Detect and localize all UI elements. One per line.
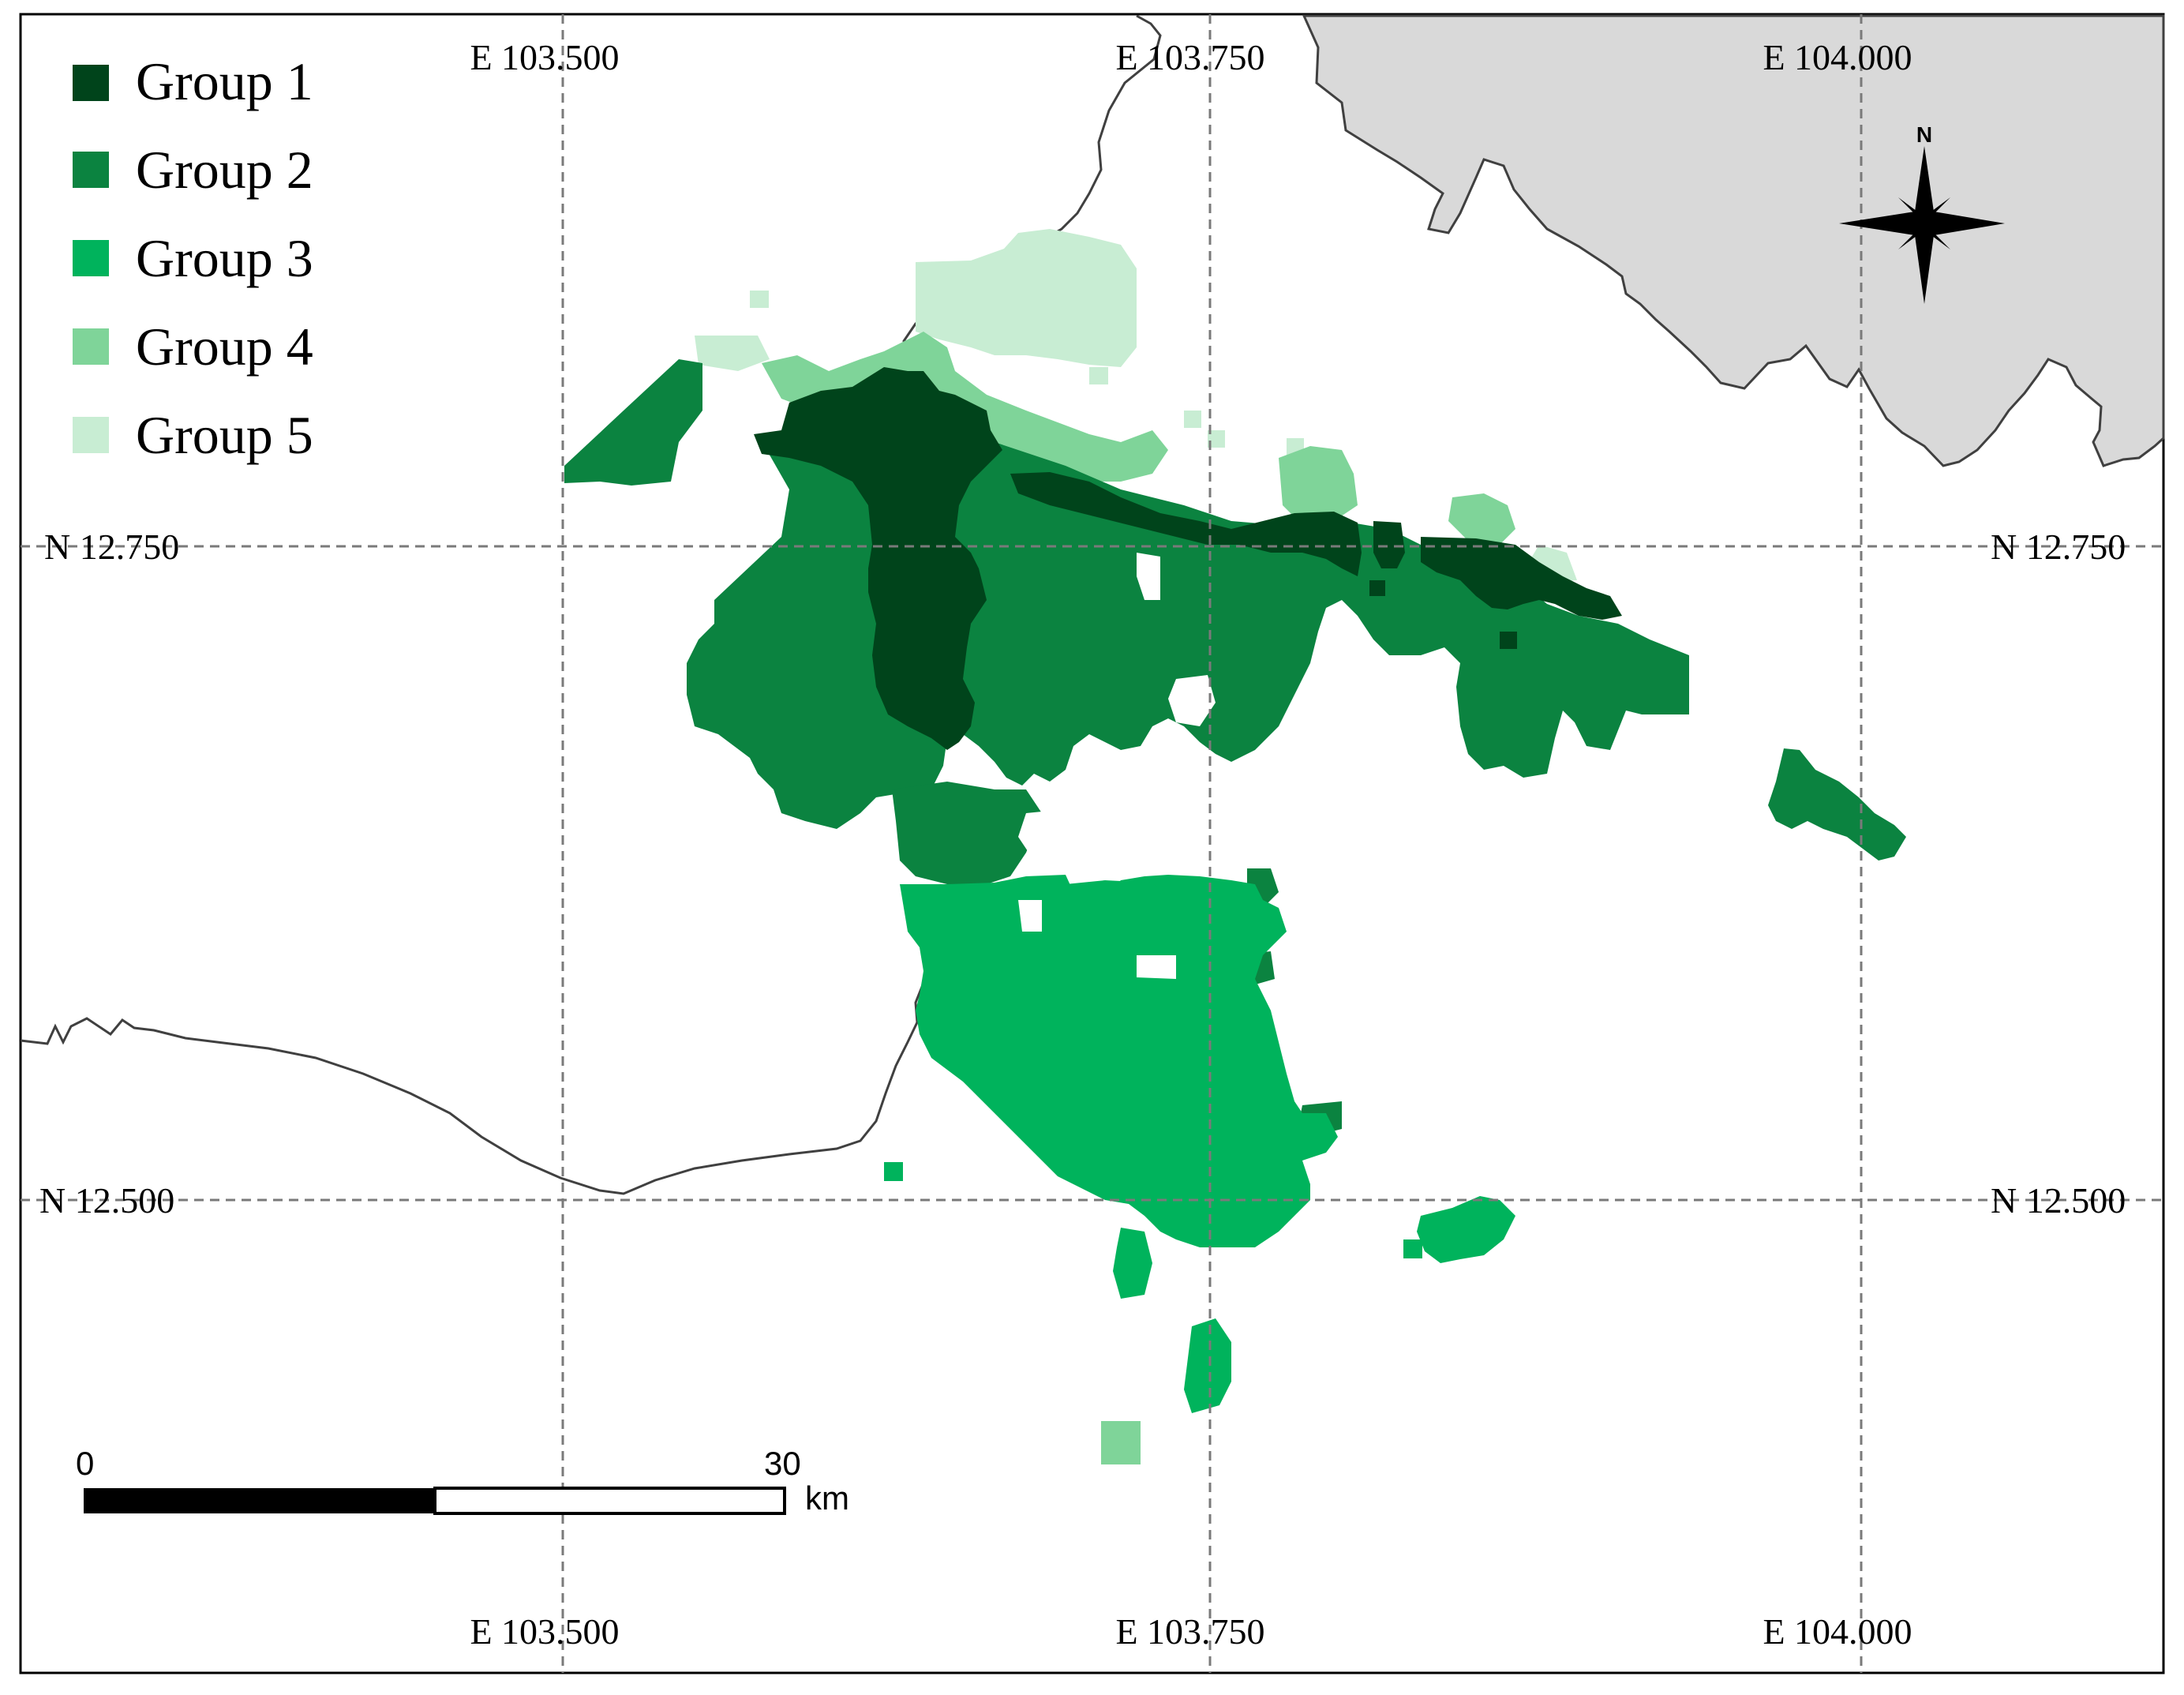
legend-swatch-group-5 [73,417,109,453]
group-5-patch [916,229,1137,367]
graticule [21,14,2163,1673]
compass-star-icon [1839,146,2005,304]
group-4-patch [1101,1421,1141,1464]
legend: Group 1 Group 2 Group 3 Group 4 Group 5 [73,51,313,465]
group-3-patch [1403,1239,1422,1258]
legend-label: Group 3 [136,228,313,288]
scale-bar-start-label: 0 [76,1445,94,1482]
gap-in-patch [1018,809,1073,861]
group-3-patch [1062,880,1168,928]
top-longitude-labels: E 103.500 E 103.750 E 104.000 [470,37,1912,77]
lon-label-top: E 104.000 [1763,37,1912,77]
group-1-patch [1010,472,1362,576]
gap-in-patch [1168,675,1216,726]
gap-in-patch [1137,553,1160,600]
classification-layer [564,229,1906,1464]
group-5-patch [1089,367,1108,384]
north-label: N [1916,122,1932,147]
group-3-patch [1184,1318,1231,1413]
group-1-patch [1369,580,1385,596]
group-2-patch [564,359,702,486]
lon-label-bottom: E 103.750 [1115,1611,1264,1652]
lat-label-right: N 12.500 [1991,1180,2126,1221]
group-4-patch [1448,493,1515,545]
legend-label: Group 1 [136,51,313,111]
lat-label-left: N 12.750 [44,527,179,567]
gap-in-patch [1018,900,1042,932]
group-2-patch [892,782,1042,884]
group-1-patch [754,367,1002,750]
scale-bar-unit-label: km [805,1479,849,1517]
group-1-patch [1373,521,1405,568]
group-1-patch [1500,632,1517,649]
scale-bar-white-segment [433,1487,786,1515]
north-arrow: N [1839,122,2005,304]
gap-in-patch [1137,955,1176,979]
lon-label-top: E 103.500 [470,37,619,77]
scale-bar: 0 30 km [76,1445,849,1517]
legend-label: Group 5 [136,405,313,465]
lon-label-bottom: E 103.500 [470,1611,619,1652]
scale-bar-end-label: 30 [764,1445,801,1482]
legend-swatch-group-2 [73,152,109,188]
legend-swatch-group-4 [73,328,109,365]
group-5-patch [1208,430,1225,448]
lon-label-top: E 103.750 [1115,37,1264,77]
group-3-patch [900,875,1338,1247]
scale-bar-black-segment [84,1488,435,1513]
group-5-patch [695,336,770,371]
legend-label: Group 4 [136,317,313,377]
bottom-longitude-labels: E 103.500 E 103.750 E 104.000 [470,1611,1912,1652]
group-3-patch [884,1162,903,1181]
group-4-patch [1279,446,1358,525]
land-area [1302,14,2165,467]
group-1-patch [1421,537,1622,620]
group-3-patch [1417,1196,1515,1263]
lat-label-left: N 12.500 [39,1180,174,1221]
legend-label: Group 2 [136,140,313,200]
legend-swatch-group-3 [73,240,109,276]
group-5-patch [750,291,769,308]
lon-label-bottom: E 104.000 [1763,1611,1912,1652]
coastline-southwest [20,982,925,1195]
latitude-labels: N 12.750 N 12.500 N 12.750 N 12.500 [39,527,2126,1221]
group-2-patch [1768,748,1906,861]
group-5-patch [1184,411,1201,428]
compass-diagonal-icon [1898,197,1950,249]
group-3-patch [1113,1228,1152,1299]
lat-label-right: N 12.750 [1991,527,2126,567]
legend-swatch-group-1 [73,65,109,101]
